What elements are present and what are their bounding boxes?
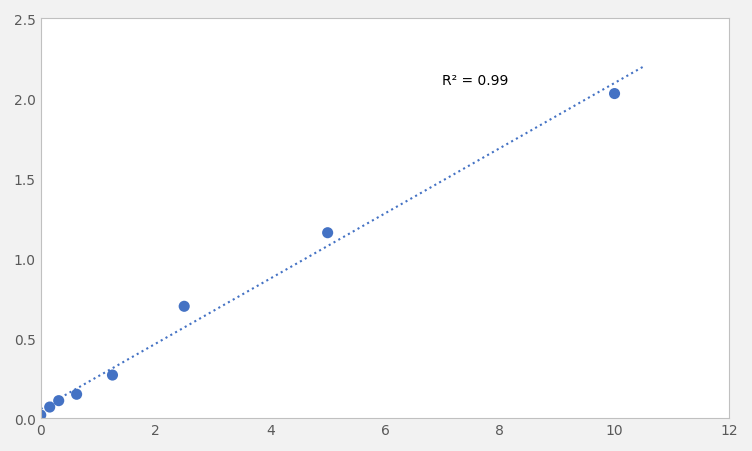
Point bbox=[53, 397, 65, 405]
Point bbox=[44, 404, 56, 411]
Point bbox=[608, 91, 620, 98]
Point bbox=[178, 303, 190, 310]
Point bbox=[35, 411, 47, 419]
Text: R² = 0.99: R² = 0.99 bbox=[442, 74, 509, 88]
Point bbox=[107, 372, 119, 379]
Point bbox=[71, 391, 83, 398]
Point bbox=[322, 230, 334, 237]
